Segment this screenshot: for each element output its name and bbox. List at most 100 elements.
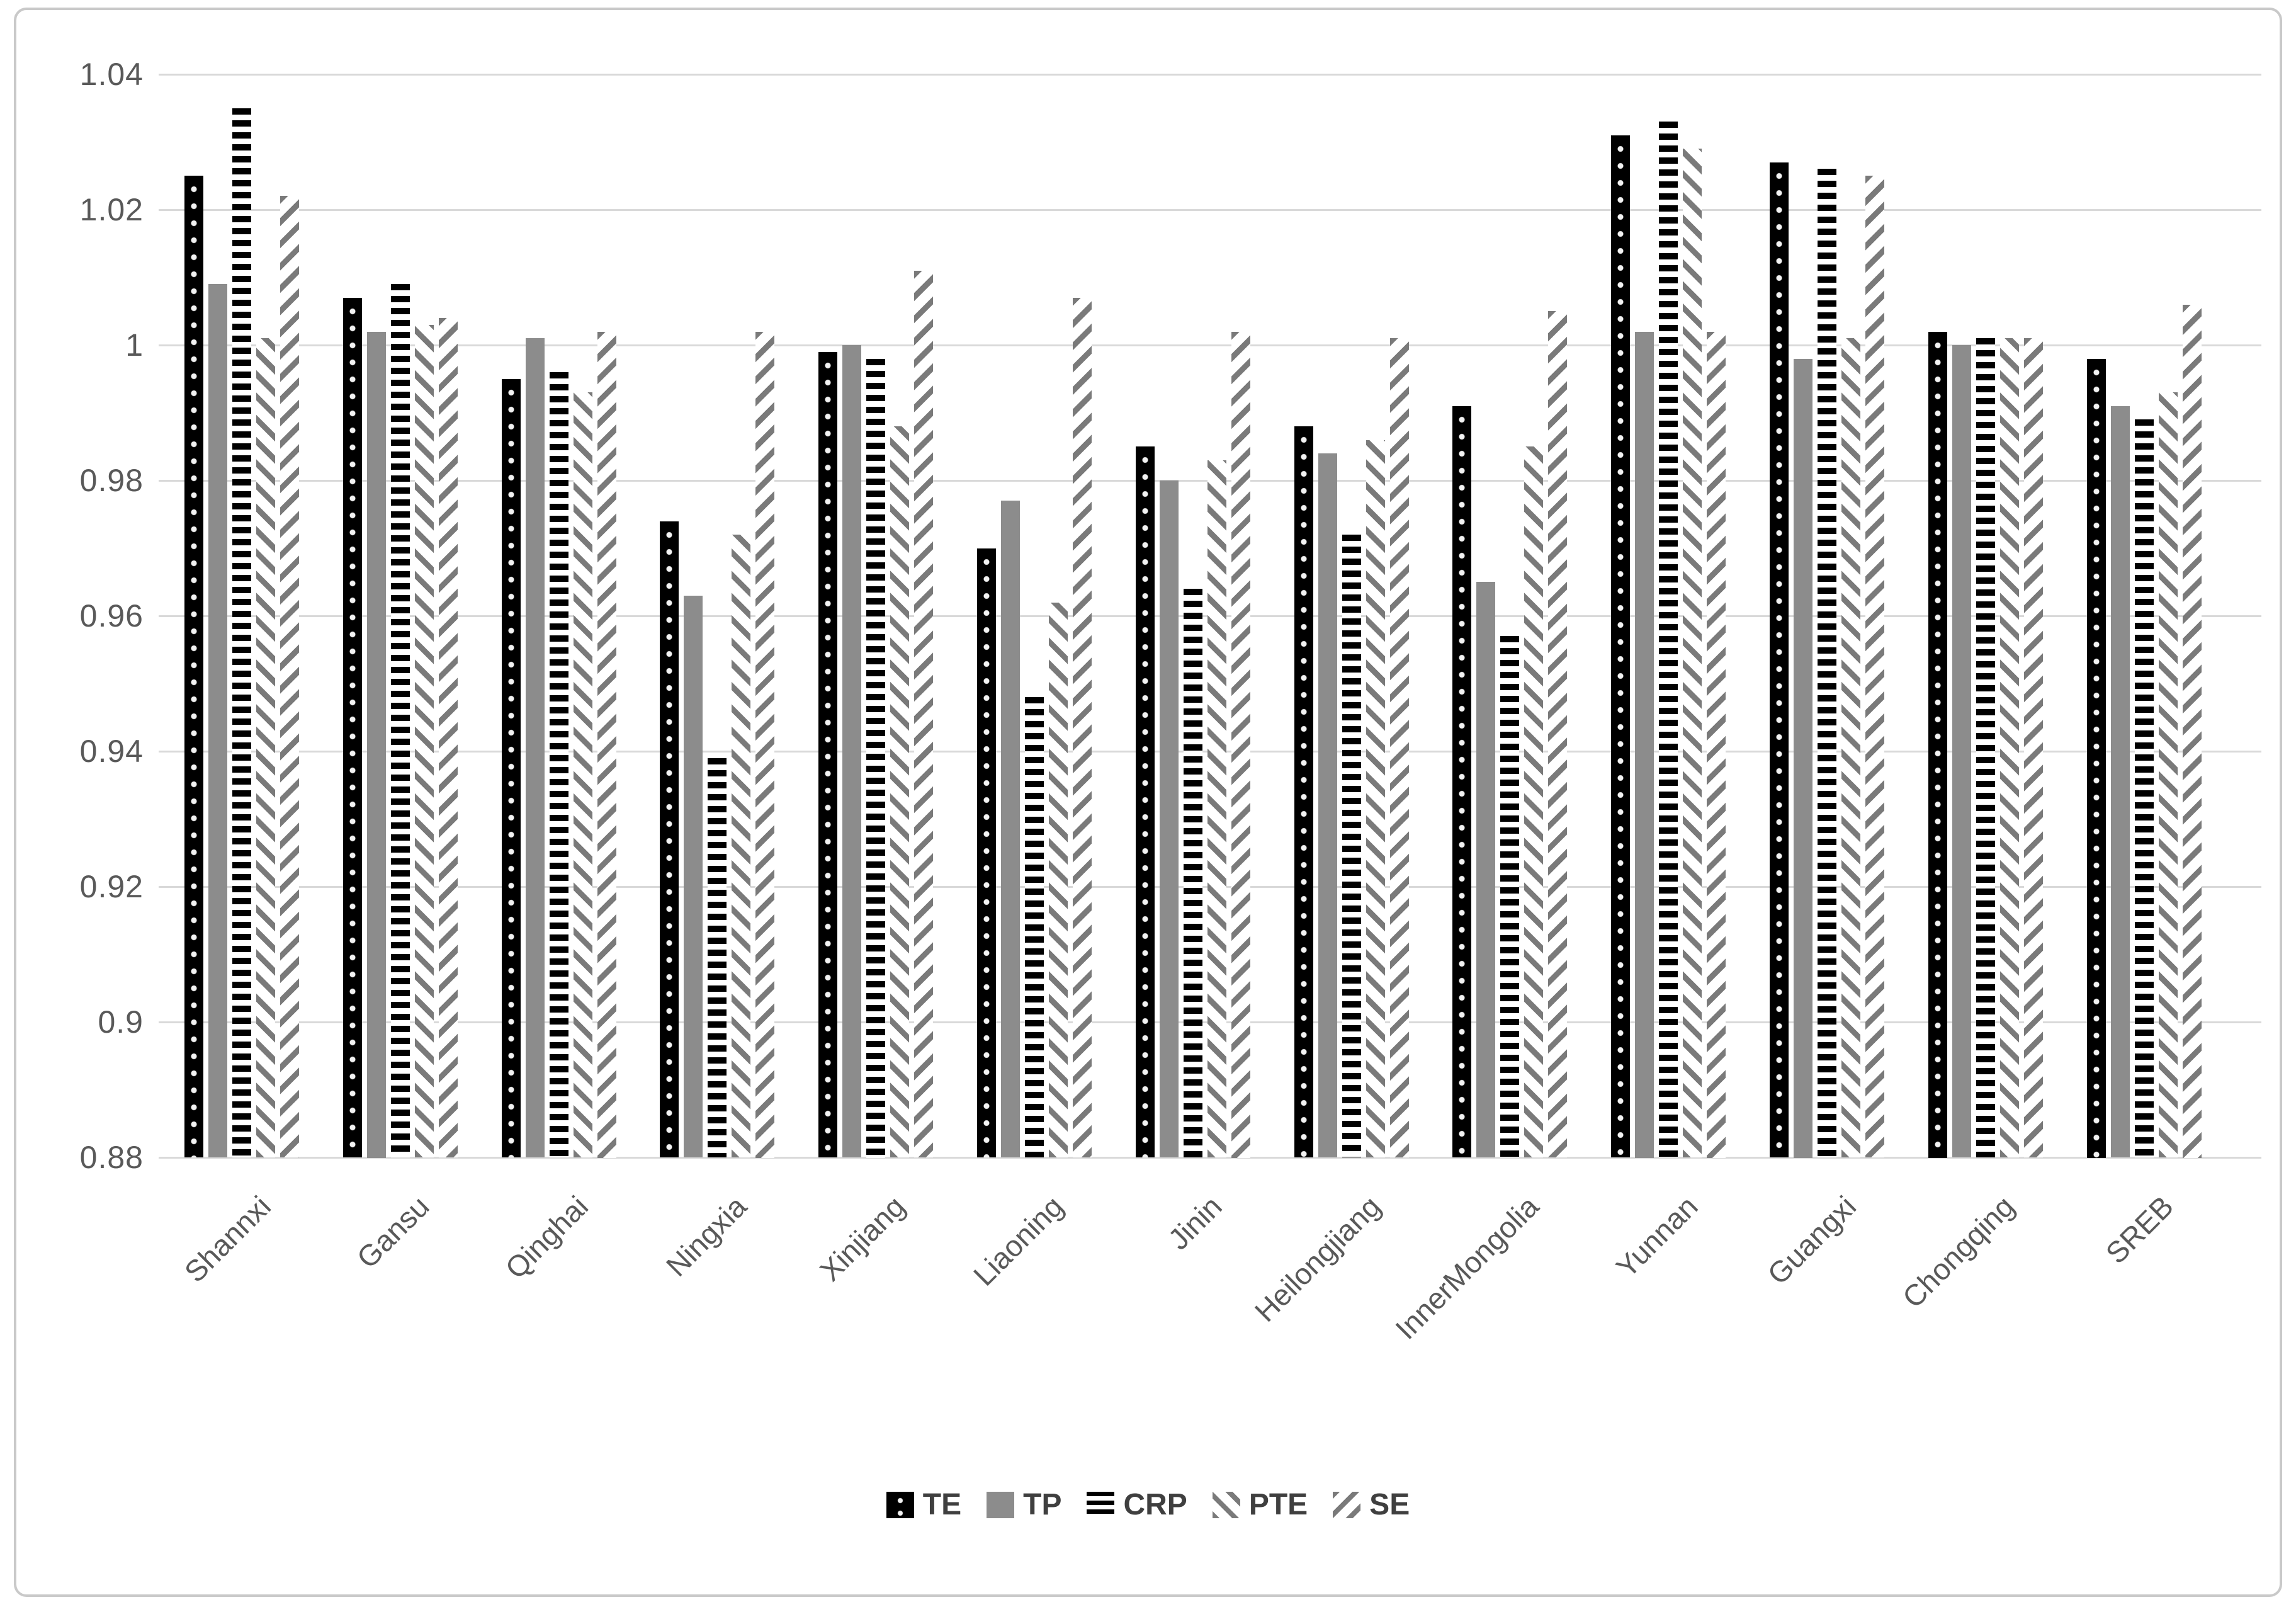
bar-TP-Liaoning — [1001, 501, 1020, 1157]
gridline-1 — [159, 344, 2261, 346]
bar-CRP-Qinghai — [550, 372, 568, 1157]
bar-TP-SREB — [2111, 406, 2130, 1157]
bar-SE-Heilongjiang — [1390, 338, 1409, 1157]
bar-SE-Chongqing — [2024, 338, 2043, 1157]
bar-CRP-Liaoning — [1025, 697, 1044, 1157]
bar-SE-Shannxi — [280, 196, 299, 1157]
x-tick-label-InnerMongolia: InnerMongolia — [1389, 1189, 1546, 1346]
bar-SE-Qinghai — [597, 332, 616, 1158]
bar-CRP-Guangxi — [1818, 169, 1836, 1157]
bar-PTE-Liaoning — [1049, 603, 1068, 1157]
bar-TE-Yunnan — [1611, 135, 1630, 1157]
legend-item-pte: PTE — [1212, 1487, 1308, 1522]
x-tick-label-Yunnan: Yunnan — [1609, 1189, 1704, 1284]
gridline-0.88 — [159, 1157, 2261, 1159]
bar-SE-Jinin — [1231, 332, 1250, 1158]
bar-TP-Qinghai — [526, 338, 545, 1157]
legend-item-te: TE — [886, 1487, 961, 1522]
x-tick-label-Guangxi: Guangxi — [1760, 1189, 1863, 1291]
legend-swatch-tp-icon — [987, 1491, 1015, 1518]
bar-TE-Ningxia — [660, 521, 679, 1157]
x-tick-label-Chongqing: Chongqing — [1896, 1189, 2021, 1314]
bar-PTE-Ningxia — [732, 535, 750, 1157]
bar-SE-Yunnan — [1707, 332, 1726, 1158]
bar-SE-Ningxia — [755, 332, 774, 1158]
bar-SE-Xinjiang — [914, 271, 933, 1157]
legend: TE TP CRP PTE SE — [0, 1487, 2296, 1522]
bar-SE-Liaoning — [1073, 298, 1092, 1157]
legend-label-se: SE — [1369, 1488, 1410, 1521]
bar-PTE-Yunnan — [1683, 149, 1702, 1157]
legend-swatch-se-icon — [1333, 1491, 1361, 1518]
bar-PTE-Jinin — [1207, 460, 1226, 1157]
bar-CRP-Gansu — [391, 284, 410, 1157]
bar-SE-SREB — [2183, 305, 2202, 1158]
bar-CRP-Shannxi — [232, 108, 251, 1157]
legend-label-crp: CRP — [1123, 1488, 1187, 1521]
bar-PTE-Chongqing — [2000, 338, 2019, 1157]
x-tick-label-Shannxi: Shannxi — [178, 1189, 278, 1289]
y-tick-label: 1.02 — [79, 192, 144, 227]
bar-CRP-Yunnan — [1659, 122, 1678, 1157]
bar-CRP-Jinin — [1184, 589, 1202, 1157]
y-tick-label: 0.92 — [79, 869, 144, 904]
bar-TE-Xinjiang — [818, 352, 837, 1157]
legend-item-se: SE — [1333, 1487, 1410, 1522]
bar-TE-Heilongjiang — [1294, 426, 1313, 1157]
bar-TE-Guangxi — [1770, 162, 1789, 1157]
bar-TP-Xinjiang — [842, 345, 861, 1157]
y-tick-label: 0.88 — [79, 1140, 144, 1175]
x-tick-label-Heilongjiang: Heilongjiang — [1248, 1189, 1387, 1329]
legend-item-tp: TP — [987, 1487, 1061, 1522]
x-tick-label-Jinin: Jinin — [1162, 1189, 1228, 1256]
bar-PTE-Gansu — [415, 325, 434, 1157]
x-tick-label-Qinghai: Qinghai — [498, 1189, 594, 1285]
gridline-1.02 — [159, 209, 2261, 211]
gridline-1.04 — [159, 74, 2261, 76]
legend-label-te: TE — [922, 1488, 962, 1521]
bar-SE-Guangxi — [1865, 176, 1884, 1157]
y-tick-label: 1 — [125, 327, 144, 363]
bar-PTE-Guangxi — [1841, 338, 1860, 1157]
bar-CRP-Ningxia — [708, 758, 727, 1157]
bar-TP-Shannxi — [208, 284, 227, 1157]
bar-PTE-Qinghai — [574, 392, 592, 1157]
bar-TE-Jinin — [1136, 446, 1155, 1157]
bar-SE-Gansu — [439, 318, 458, 1157]
bar-TE-SREB — [2087, 359, 2106, 1158]
bar-PTE-Shannxi — [256, 338, 275, 1157]
bar-TE-Shannxi — [184, 176, 203, 1157]
y-tick-label: 1.04 — [79, 57, 144, 92]
bar-CRP-Chongqing — [1976, 338, 1995, 1157]
x-tick-label-SREB: SREB — [2098, 1189, 2180, 1270]
bar-TE-Qinghai — [502, 379, 521, 1157]
bar-CRP-InnerMongolia — [1500, 636, 1519, 1157]
legend-item-crp: CRP — [1087, 1487, 1187, 1522]
bar-CRP-Heilongjiang — [1342, 535, 1361, 1157]
bar-PTE-SREB — [2159, 392, 2178, 1157]
x-tick-label-Gansu: Gansu — [350, 1189, 436, 1275]
bar-TP-Guangxi — [1794, 359, 1812, 1158]
legend-swatch-crp-icon — [1087, 1491, 1115, 1518]
bar-TP-Ningxia — [684, 596, 703, 1157]
legend-label-pte: PTE — [1248, 1488, 1308, 1521]
y-tick-label: 0.98 — [79, 463, 144, 498]
y-tick-label: 0.94 — [79, 734, 144, 769]
bar-PTE-InnerMongolia — [1524, 446, 1543, 1157]
y-tick-label: 0.96 — [79, 598, 144, 633]
bar-SE-InnerMongolia — [1548, 311, 1567, 1157]
bar-TE-Gansu — [343, 298, 362, 1157]
bar-PTE-Xinjiang — [890, 426, 909, 1157]
legend-label-tp: TP — [1023, 1488, 1062, 1521]
bar-CRP-SREB — [2135, 419, 2154, 1157]
legend-swatch-pte-icon — [1212, 1491, 1240, 1518]
bar-TP-InnerMongolia — [1476, 582, 1495, 1157]
bar-TP-Gansu — [367, 332, 386, 1158]
x-tick-label-Ningxia: Ningxia — [659, 1189, 753, 1283]
bar-TP-Jinin — [1160, 480, 1179, 1157]
bar-TP-Yunnan — [1635, 332, 1654, 1158]
bar-PTE-Heilongjiang — [1366, 440, 1385, 1157]
bar-TE-Chongqing — [1928, 332, 1947, 1158]
